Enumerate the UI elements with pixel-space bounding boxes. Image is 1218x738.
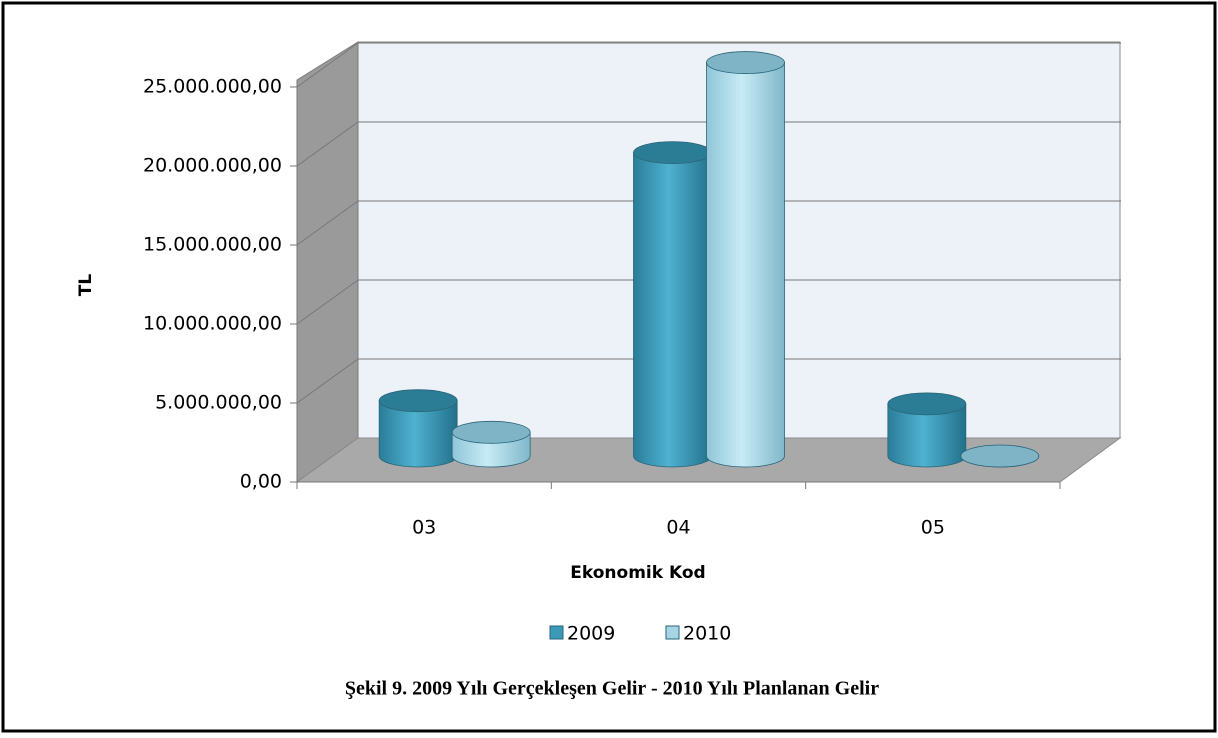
legend-swatch: [549, 625, 564, 640]
caption: Şekil 9. 2009 Yılı Gerçekleşen Gelir - 2…: [345, 678, 879, 700]
cylinder: [378, 389, 458, 468]
cylinder: [451, 420, 531, 468]
x-axis-title: Ekonomik Kod: [570, 563, 705, 583]
y-tick-label: 15.000.000,00: [143, 234, 282, 256]
y-tick-label: 0,00: [240, 471, 282, 493]
legend-label: 2010: [683, 623, 731, 645]
y-tick-label: 5.000.000,00: [155, 392, 282, 414]
y-tick-label: 10.000.000,00: [143, 313, 282, 335]
side-wall: [296, 41, 359, 483]
cylinder-top: [378, 389, 458, 413]
x-tick-label: 03: [412, 517, 436, 539]
y-tick-label: 20.000.000,00: [143, 155, 282, 177]
x-tick-label: 05: [921, 517, 945, 539]
cylinder-body: [633, 152, 712, 468]
cylinder: [960, 444, 1040, 468]
cylinder-top: [451, 420, 531, 444]
grid-line: [296, 279, 359, 325]
cylinder-top: [706, 51, 785, 74]
y-tick-label: 25.000.000,00: [143, 76, 282, 98]
grid-line: [296, 358, 359, 404]
cylinder: [887, 392, 967, 468]
cylinder: [633, 141, 712, 468]
grid-line: [296, 42, 359, 88]
grid-line: [296, 200, 359, 246]
grid-line: [296, 121, 359, 167]
cylinder: [706, 51, 785, 468]
cylinder-top: [887, 392, 967, 416]
x-tick-label: 04: [666, 517, 690, 539]
cylinder-top: [960, 444, 1040, 468]
y-axis-title: TL: [76, 274, 96, 297]
legend-label: 2009: [567, 623, 615, 645]
cylinder-top: [633, 141, 712, 165]
cylinder-body: [706, 62, 785, 468]
legend-swatch: [665, 625, 680, 640]
